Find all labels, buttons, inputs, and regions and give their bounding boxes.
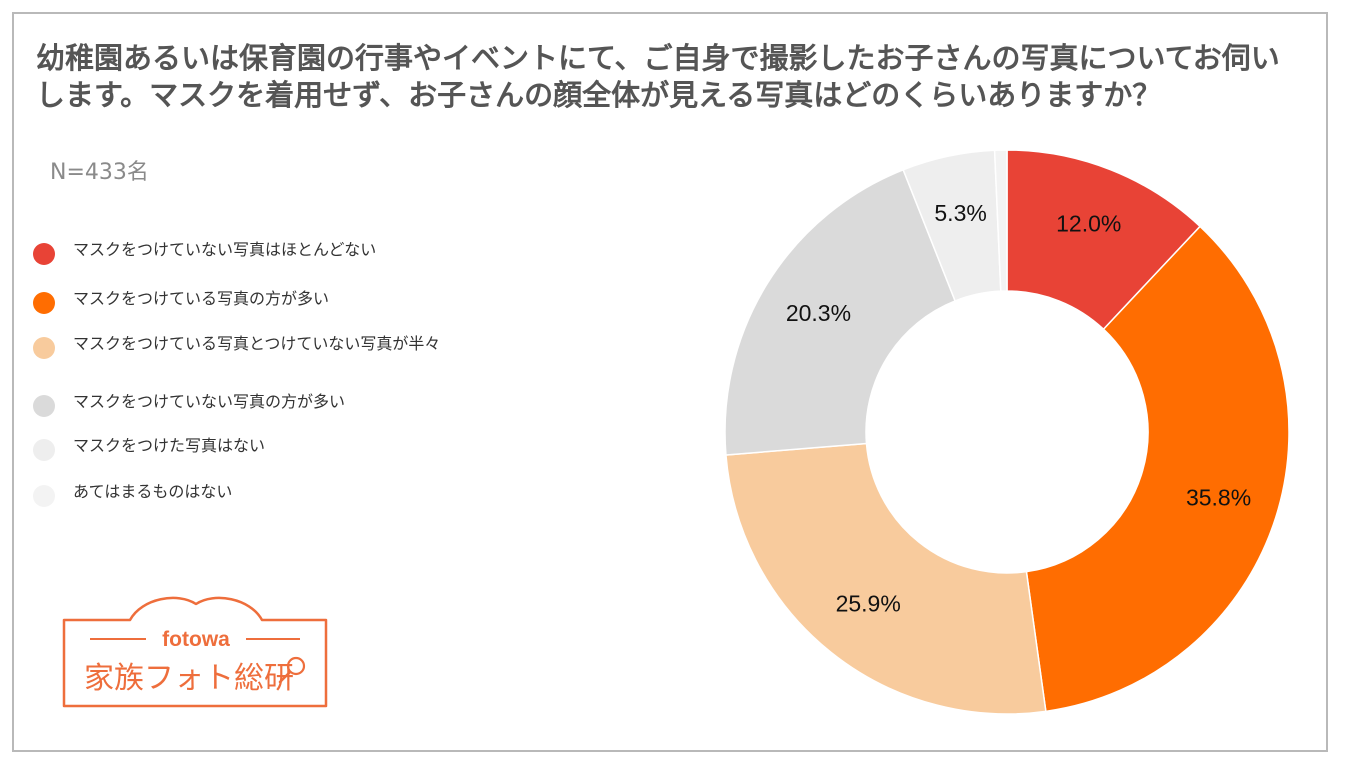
slice-value-label: 35.8% — [1186, 484, 1251, 510]
legend-label: マスクをつけている写真の方が多い — [73, 289, 330, 308]
legend-label: マスクをつけた写真はない — [73, 436, 266, 455]
legend-item: マスクをつけていない写真の方が多い — [33, 392, 483, 417]
slice-value-label: 20.3% — [786, 300, 851, 326]
legend-label: マスクをつけている写真とつけていない写真が半々 — [73, 334, 441, 353]
legend-item: あてはまるものはない — [33, 482, 483, 507]
logo-badge: fotowa 家族フォト総研 — [62, 596, 328, 708]
legend-label: あてはまるものはない — [73, 482, 233, 501]
legend-swatch — [33, 485, 55, 507]
legend-swatch — [33, 292, 55, 314]
donut-slice — [1025, 225, 1290, 713]
legend-swatch — [33, 337, 55, 359]
donut-slice — [993, 149, 1008, 292]
magnifier-icon — [278, 656, 306, 684]
slice-value-label: 12.0% — [1056, 211, 1121, 237]
chart-title: 幼稚園あるいは保育園の行事やイベントにて、ご自身で撮影したお子さんの写真について… — [36, 41, 1280, 112]
logo-name-text: 家族フォト総研 — [84, 661, 294, 696]
legend-item: マスクをつけている写真の方が多い — [33, 289, 483, 314]
donut-chart: 12.0% 35.8% 25.9% 20.3% 5.3% — [700, 140, 1300, 740]
slice-value-label: 25.9% — [836, 590, 901, 616]
legend-item: マスクをつけている写真とつけていない写真が半々 — [33, 334, 478, 359]
donut-slice — [1006, 149, 1202, 331]
legend-label: マスクをつけていない写真はほとんどない — [73, 240, 377, 259]
legend-swatch — [33, 395, 55, 417]
donut-chart-svg: 12.0% 35.8% 25.9% 20.3% 5.3% — [724, 149, 1290, 715]
legend-swatch — [33, 243, 55, 265]
fotowa-logo: fotowa 家族フォト総研 — [60, 590, 330, 712]
legend-label: マスクをつけていない写真の方が多い — [73, 392, 346, 411]
legend-item: マスクをつけた写真はない — [33, 436, 483, 461]
donut-slice — [725, 442, 1047, 715]
legend-item: マスクをつけていない写真はほとんどない — [33, 240, 483, 265]
sample-size-label: N=433名 — [50, 160, 149, 185]
slice-value-label: 5.3% — [934, 200, 986, 226]
donut-slice — [724, 168, 957, 456]
logo-brand-text: fotowa — [162, 628, 230, 651]
legend-swatch — [33, 439, 55, 461]
